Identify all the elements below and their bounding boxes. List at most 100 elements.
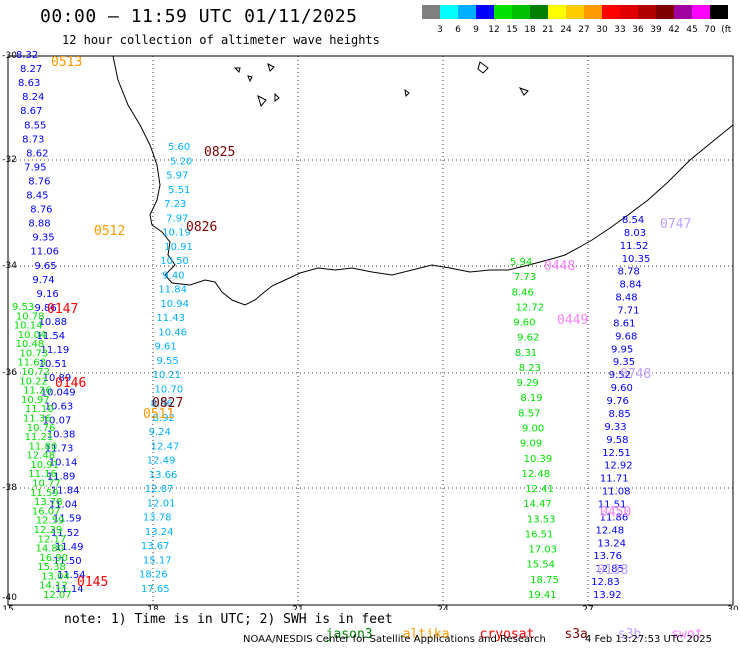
wave-height-value: 8.88	[28, 219, 50, 230]
wave-height-value: 9.53	[12, 302, 34, 313]
wave-height-value: 13.76	[593, 551, 622, 562]
wave-height-value: 13.04	[41, 571, 70, 582]
wave-height-value: 10.22	[19, 376, 48, 387]
wave-height-value: 12.49	[147, 456, 176, 467]
wave-height-value: 10.76	[27, 423, 56, 434]
wave-height-value: 10.48	[16, 339, 45, 350]
wave-tracks: 8.32 8.27 8.63 8.24 8.67 8.55 8.73 8.62 7.95 8.76…	[12, 50, 650, 601]
pass-number-label: 0450	[600, 505, 631, 520]
wave-height-value: 11.84	[51, 486, 80, 497]
pass-number-label: 0511	[143, 407, 174, 422]
wave-height-value: 12.07	[43, 590, 72, 601]
wave-height-value: 11.59	[30, 488, 59, 499]
wave-height-value: 11.86	[600, 512, 629, 523]
wave-height-value: 11.51	[598, 499, 627, 510]
wave-height-value: 11.14	[55, 584, 84, 595]
colorbar-label: 15	[506, 25, 517, 35]
wave-height-value: 10.07	[43, 415, 72, 426]
wave-height-value: 9.00	[522, 424, 544, 435]
wave-height-value: 17.65	[141, 584, 170, 595]
colorbar-label: 70	[704, 25, 716, 35]
wave-height-value: 12.85	[595, 564, 624, 575]
colorbar-label: 3	[437, 25, 443, 35]
wave-height-value: 11.52	[620, 241, 649, 252]
colorbar-label: 21	[542, 25, 553, 35]
wave-height-value: 11.89	[47, 472, 76, 483]
wave-height-value: 13.92	[593, 590, 622, 601]
wave-height-value: 14.80	[35, 544, 64, 555]
wave-height-value: 9.60	[611, 383, 633, 394]
colorbar-swatch	[512, 5, 530, 19]
wave-height-value: 10.88	[39, 317, 68, 328]
pass-number-label: 0449	[557, 313, 588, 328]
wave-height-value: 13.53	[527, 514, 556, 525]
wave-height-value: 13.67	[141, 541, 170, 552]
wave-height-value: 8.45	[26, 191, 48, 202]
wave-height-value: 8.31	[515, 348, 537, 359]
wave-height-value: 9.55	[156, 356, 178, 367]
wave-height-value: 10.38	[47, 429, 76, 440]
wave-height-value: 12.48	[26, 451, 55, 462]
wave-height-value: 8.32	[16, 50, 38, 61]
wave-height-value: 9.68	[615, 331, 637, 342]
wave-height-value: 11.21	[25, 432, 54, 443]
wave-height-value: 13.24	[597, 538, 626, 549]
wave-height-value: 11.36	[23, 413, 52, 424]
wave-height-value: 5.51	[168, 185, 190, 196]
colorbar-label: 45	[686, 25, 697, 35]
wave-height-value: 11.54	[57, 570, 86, 581]
wave-height-value: 10.72	[21, 367, 50, 378]
wave-height-value: 10.89	[43, 373, 72, 384]
pass-number-label: 0825	[204, 145, 235, 160]
wave-height-value: 9.58	[606, 435, 628, 446]
wave-height-value: 10.94	[160, 299, 189, 310]
y-tick-label: -32	[2, 155, 17, 165]
footer-note: note: 1) Time is in UTC; 2) SWH is in fe…	[64, 612, 393, 627]
pass-number-label: 0145	[77, 575, 108, 590]
wave-height-value: 7.97	[166, 213, 188, 224]
wave-height-value: 8.73	[22, 134, 44, 145]
wave-height-value: 11.49	[55, 542, 84, 553]
x-tick-label: 24	[437, 605, 449, 610]
wave-height-value: 8.57	[518, 408, 540, 419]
wave-height-value: 13.66	[149, 470, 178, 481]
wave-height-value: 9.60	[513, 318, 535, 329]
wave-height-value: 7.23	[164, 199, 186, 210]
legend-altika: altika	[402, 627, 450, 642]
map-frame	[7, 55, 734, 606]
legend-swot: swot	[671, 627, 703, 642]
wave-height-value: 11.84	[158, 285, 187, 296]
timestamp: 4 Feb 13:27:53 UTC 2025	[585, 634, 712, 645]
colorbar-label: 12	[488, 25, 499, 35]
wave-height-value: 18.75	[530, 575, 559, 586]
wave-height-value: 9.29	[517, 378, 539, 389]
wave-height-value: 12.72	[515, 302, 544, 313]
wave-height-value: 14.47	[523, 499, 552, 510]
wave-height-value: 13.78	[143, 513, 172, 524]
colorbar-swatch	[566, 5, 584, 19]
colorbar-swatch	[440, 5, 458, 19]
colorbar-label: (ft)	[721, 25, 732, 35]
wave-height-value: 11.54	[37, 331, 66, 342]
wave-height-value: 7.73	[514, 272, 536, 283]
wave-height-value: 15.38	[37, 562, 66, 573]
colorbar-swatch	[584, 5, 602, 19]
wave-height-value: 9.95	[611, 344, 633, 355]
colorbar-label: 6	[455, 25, 461, 35]
wave-height-value: 12.17	[38, 534, 67, 545]
wave-height-value: 8.76	[28, 176, 50, 187]
wave-height-value: 8.67	[20, 106, 42, 117]
x-tick-label: 30	[727, 605, 739, 610]
colorbar-label: 27	[578, 25, 589, 35]
wave-height-value: 11.50	[53, 556, 82, 567]
wave-height-value: 11.26	[23, 386, 52, 397]
wave-height-value: 11.10	[25, 404, 54, 415]
wave-height-value: 10.14	[14, 321, 43, 332]
wave-height-value: 12.83	[591, 577, 620, 588]
wave-height-value: 7.71	[617, 306, 639, 317]
y-tick-label: -40	[2, 593, 17, 603]
wave-height-value: 8.46	[512, 287, 534, 298]
wave-height-value: 8.03	[624, 228, 646, 239]
colorbar-swatch	[656, 5, 674, 19]
wave-height-value: 15.17	[143, 555, 172, 566]
